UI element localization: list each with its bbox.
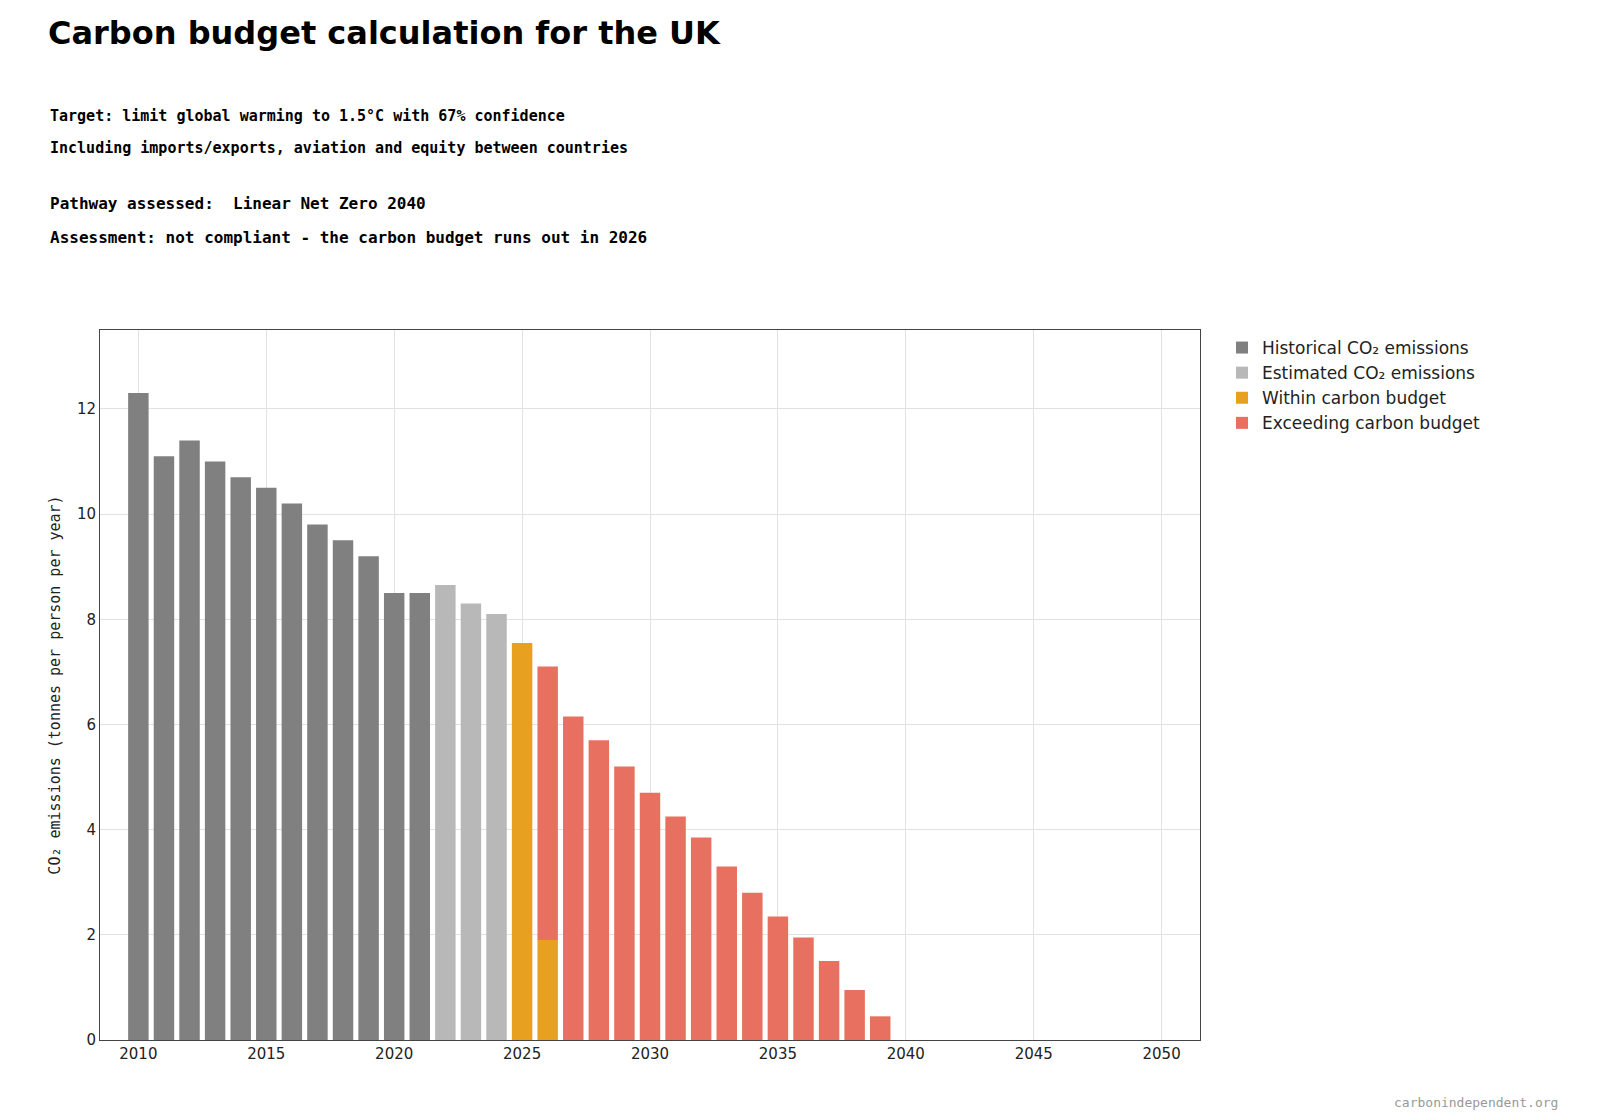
svg-text:Including imports/exports, avi: Including imports/exports, aviation and … bbox=[50, 139, 628, 157]
svg-text:6: 6 bbox=[86, 716, 96, 734]
svg-text:2035: 2035 bbox=[759, 1045, 797, 1063]
svg-text:2045: 2045 bbox=[1015, 1045, 1053, 1063]
svg-text:Pathway assessed: Linear Net: Pathway assessed: Linear Net Zero 2040 bbox=[50, 194, 426, 213]
svg-text:2: 2 bbox=[86, 926, 96, 944]
svg-text:8: 8 bbox=[86, 611, 96, 629]
svg-text:2015: 2015 bbox=[247, 1045, 285, 1063]
svg-text:2020: 2020 bbox=[375, 1045, 413, 1063]
svg-text:CO₂ emissions (tonnes per pers: CO₂ emissions (tonnes per person per yea… bbox=[46, 495, 64, 874]
svg-text:carbonindependent.org: carbonindependent.org bbox=[1394, 1095, 1558, 1110]
svg-text:Exceeding carbon budget: Exceeding carbon budget bbox=[1262, 413, 1480, 433]
svg-text:Estimated CO₂ emissions: Estimated CO₂ emissions bbox=[1262, 363, 1475, 383]
svg-text:4: 4 bbox=[86, 821, 96, 839]
svg-text:Assessment: not compliant - th: Assessment: not compliant - the carbon b… bbox=[50, 228, 647, 247]
svg-text:2030: 2030 bbox=[631, 1045, 669, 1063]
svg-text:Historical CO₂ emissions: Historical CO₂ emissions bbox=[1262, 338, 1469, 358]
svg-text:Within carbon budget: Within carbon budget bbox=[1262, 388, 1446, 408]
svg-text:0: 0 bbox=[86, 1031, 96, 1049]
svg-text:2040: 2040 bbox=[887, 1045, 925, 1063]
svg-text:12: 12 bbox=[77, 400, 96, 418]
svg-text:2050: 2050 bbox=[1143, 1045, 1181, 1063]
svg-text:Carbon budget calculation for: Carbon budget calculation for the UK bbox=[48, 14, 721, 52]
svg-text:2025: 2025 bbox=[503, 1045, 541, 1063]
svg-text:2010: 2010 bbox=[119, 1045, 157, 1063]
svg-text:Target: limit global warming t: Target: limit global warming to 1.5°C wi… bbox=[50, 107, 565, 125]
svg-text:10: 10 bbox=[77, 505, 96, 523]
